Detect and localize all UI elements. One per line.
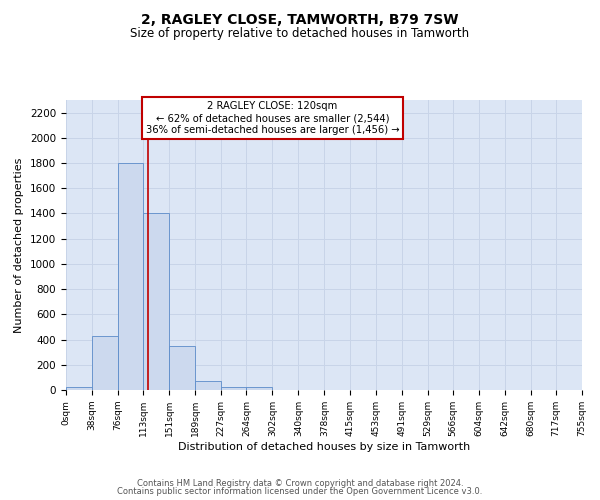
Text: 2 RAGLEY CLOSE: 120sqm
← 62% of detached houses are smaller (2,544)
36% of semi-: 2 RAGLEY CLOSE: 120sqm ← 62% of detached…	[146, 102, 399, 134]
Text: Size of property relative to detached houses in Tamworth: Size of property relative to detached ho…	[130, 28, 470, 40]
Y-axis label: Number of detached properties: Number of detached properties	[14, 158, 25, 332]
Bar	[221, 387, 247, 390]
Bar	[92, 336, 118, 390]
Bar	[169, 346, 195, 390]
Text: 2, RAGLEY CLOSE, TAMWORTH, B79 7SW: 2, RAGLEY CLOSE, TAMWORTH, B79 7SW	[141, 12, 459, 26]
Text: Contains public sector information licensed under the Open Government Licence v3: Contains public sector information licen…	[118, 487, 482, 496]
Bar	[195, 380, 221, 390]
Bar	[247, 388, 272, 390]
X-axis label: Distribution of detached houses by size in Tamworth: Distribution of detached houses by size …	[178, 442, 470, 452]
Text: Contains HM Land Registry data © Crown copyright and database right 2024.: Contains HM Land Registry data © Crown c…	[137, 478, 463, 488]
Bar	[143, 214, 169, 390]
Bar	[118, 163, 143, 390]
Bar	[66, 388, 92, 390]
